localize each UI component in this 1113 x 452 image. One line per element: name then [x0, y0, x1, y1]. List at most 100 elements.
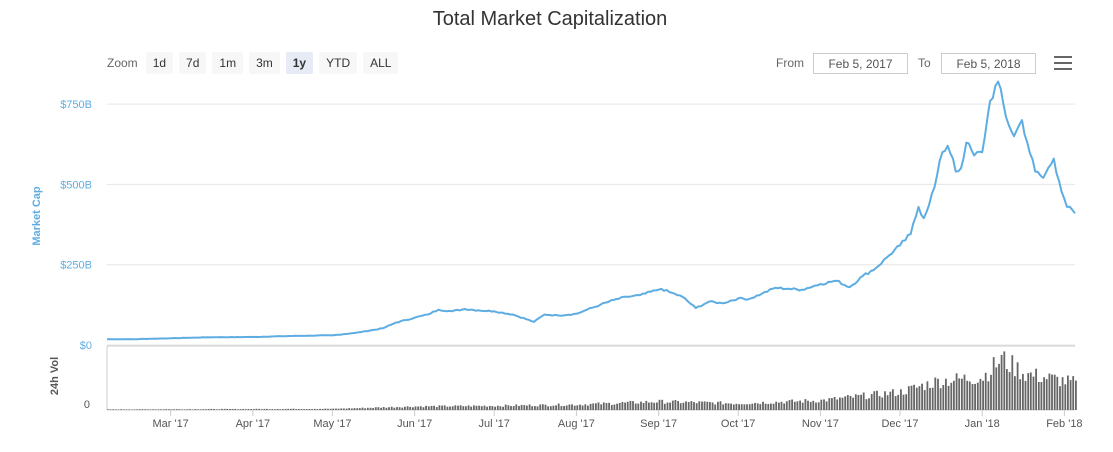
volume-bar — [992, 357, 995, 410]
volume-bar — [690, 401, 693, 410]
volume-bar — [494, 406, 496, 410]
volume-bar — [520, 404, 523, 410]
volume-bar — [1029, 372, 1032, 410]
volume-bar — [332, 408, 335, 410]
volume-bar — [839, 397, 841, 410]
volume-bar — [1019, 379, 1022, 410]
volume-bar — [377, 407, 380, 410]
zoom-1y-button[interactable]: 1y — [285, 52, 314, 74]
volume-bar — [515, 404, 518, 410]
volume-bar — [526, 405, 528, 410]
volume-bar — [1016, 362, 1019, 410]
volume-bar — [189, 409, 191, 410]
volume-bar — [953, 380, 955, 410]
volume-bar — [1051, 374, 1053, 410]
volume-bar — [295, 409, 298, 410]
volume-bar — [207, 409, 210, 410]
x-tick-label: Apr '17 — [236, 418, 271, 430]
volume-bar — [117, 409, 120, 410]
volume-bar — [496, 405, 499, 410]
volume-bar — [409, 406, 412, 410]
volume-bar — [799, 400, 801, 410]
volume-bar — [902, 394, 905, 410]
volume-bar — [353, 408, 356, 410]
volume-bar — [955, 373, 958, 410]
volume-bar — [987, 381, 990, 410]
zoom-7d-button[interactable]: 7d — [179, 52, 207, 74]
volume-bar — [552, 405, 555, 410]
volume-bar — [884, 391, 886, 410]
zoom-ytd-button[interactable]: YTD — [319, 52, 358, 74]
volume-bar — [573, 405, 576, 410]
volume-bar — [632, 401, 634, 410]
y-tick-label: $0 — [80, 340, 92, 352]
volume-bar — [915, 387, 918, 410]
volume-bar — [560, 406, 563, 410]
volume-bar — [449, 406, 451, 410]
volume-bar — [510, 406, 512, 410]
volume-bar — [823, 399, 825, 410]
zoom-3m-button[interactable]: 3m — [249, 52, 280, 74]
volume-bar — [831, 398, 833, 410]
volume-bar — [910, 385, 913, 410]
volume-bar — [581, 405, 584, 410]
volume-bar — [300, 409, 303, 410]
volume-bar — [438, 405, 441, 410]
volume-bar — [738, 404, 740, 410]
volume-bar — [229, 409, 231, 410]
volume-bar — [653, 402, 656, 410]
volume-bar — [223, 408, 226, 410]
volume-bar — [544, 404, 547, 410]
volume-bar — [793, 401, 796, 410]
volume-bar — [541, 404, 544, 410]
volume-bar — [565, 405, 568, 410]
volume-bar — [865, 399, 868, 410]
x-tick-label: Nov '17 — [802, 418, 839, 430]
x-tick-label: Mar '17 — [152, 418, 188, 430]
volume-bar — [176, 409, 178, 410]
volume-bar — [571, 404, 573, 410]
y-axis-title: Market Cap — [31, 186, 43, 246]
volume-bar — [366, 407, 369, 410]
volume-bar — [125, 409, 128, 410]
volume-bar — [743, 404, 746, 410]
volume-bar — [995, 367, 998, 410]
volume-bar — [205, 409, 207, 410]
volume-bar — [873, 391, 876, 410]
volume-bar — [168, 409, 170, 410]
from-date-input[interactable] — [813, 53, 908, 74]
volume-bar — [764, 403, 767, 410]
volume-bar — [618, 403, 621, 410]
volume-bar — [345, 408, 348, 410]
volume-bar — [836, 399, 839, 410]
volume-bar — [1067, 375, 1069, 410]
volume-bar — [549, 406, 552, 410]
volume-bar — [900, 389, 902, 410]
zoom-all-button[interactable]: ALL — [363, 52, 399, 74]
volume-bar — [433, 405, 435, 410]
zoom-1m-button[interactable]: 1m — [212, 52, 244, 74]
volume-bar — [907, 386, 910, 410]
volume-bar — [637, 403, 640, 410]
volume-bar — [462, 406, 465, 410]
volume-bar — [963, 374, 966, 410]
volume-bar — [343, 408, 345, 410]
volume-bar — [663, 403, 666, 410]
hamburger-menu-icon[interactable] — [1054, 56, 1072, 70]
to-date-input[interactable] — [941, 53, 1036, 74]
volume-bar — [576, 405, 579, 410]
zoom-1d-button[interactable]: 1d — [145, 52, 174, 74]
volume-bar — [1011, 355, 1014, 410]
volume-bar — [1072, 376, 1075, 410]
volume-bar — [613, 404, 616, 410]
volume-bar — [130, 409, 133, 410]
volume-bar — [1040, 382, 1043, 410]
volume-bar — [1003, 351, 1006, 410]
volume-bar — [724, 403, 727, 410]
volume-bar — [382, 407, 385, 410]
volume-bar — [921, 383, 923, 410]
volume-bar — [648, 402, 650, 410]
volume-bar — [568, 404, 571, 410]
volume-bar — [358, 408, 361, 410]
volume-bar — [122, 409, 125, 410]
